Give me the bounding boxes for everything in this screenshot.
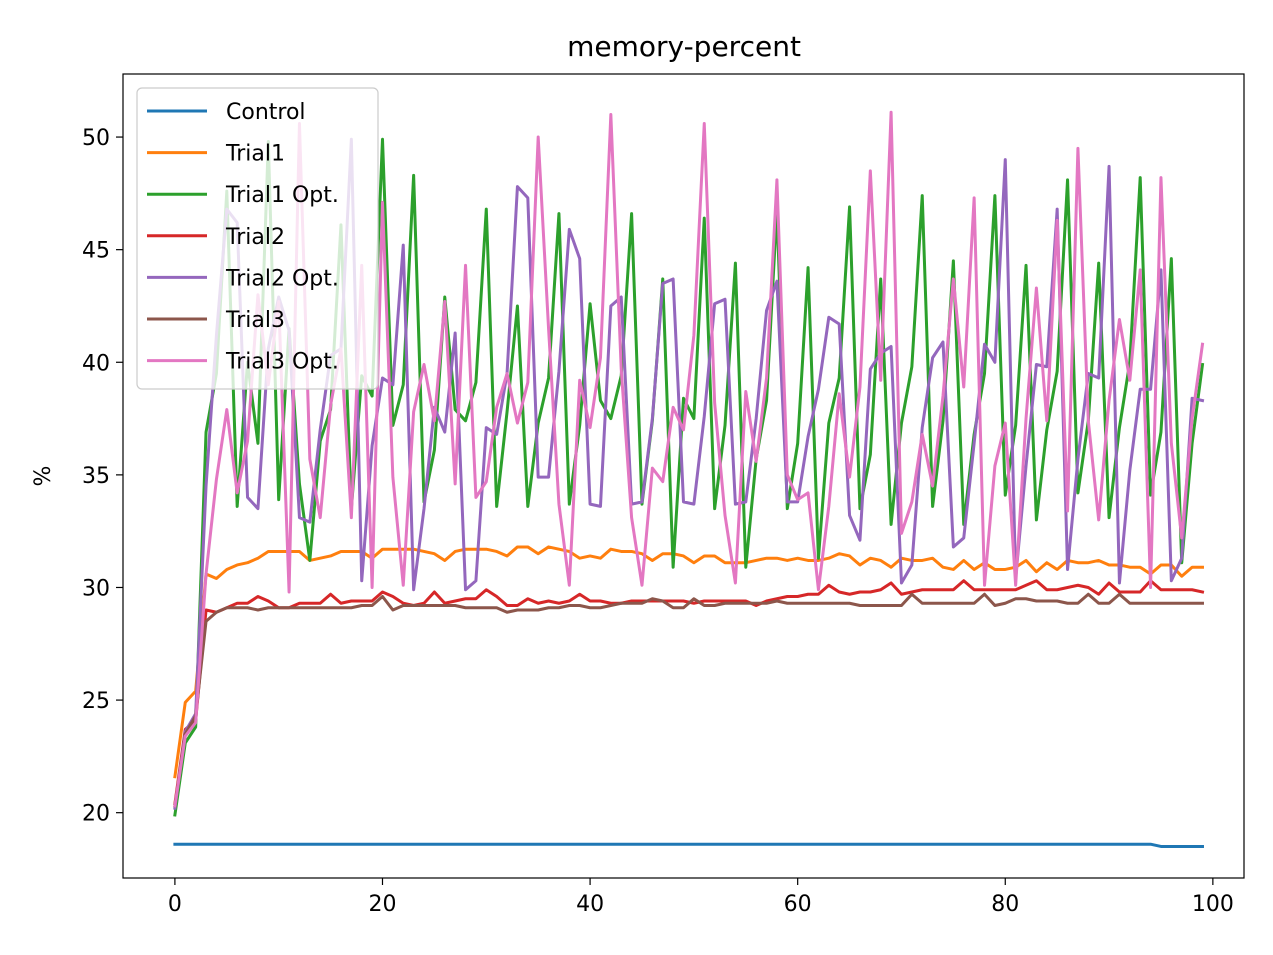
chart-title: memory-percent	[567, 30, 801, 63]
y-tick-label: 20	[82, 802, 110, 827]
y-tick-label: 50	[82, 126, 110, 151]
legend-label: Trial2	[225, 225, 285, 250]
series-line-trial1	[173, 545, 1204, 779]
x-tick-label: 60	[784, 892, 812, 917]
legend-label: Trial1	[225, 142, 285, 167]
y-tick-label: 30	[82, 576, 110, 601]
plot-frame	[122, 73, 1245, 879]
y-tick-label: 45	[82, 239, 110, 264]
y-tick-label: 35	[82, 464, 110, 489]
legend-label: Trial2 Opt.	[225, 266, 339, 291]
x-tick-label: 40	[576, 892, 604, 917]
legend-label: Control	[226, 100, 306, 125]
y-tick-label: 25	[82, 689, 110, 714]
x-tick-label: 80	[991, 892, 1019, 917]
legend-label: Trial3 Opt.	[225, 350, 339, 375]
x-tick-label: 20	[368, 892, 396, 917]
series-line-control	[173, 842, 1204, 848]
x-tick-label: 0	[168, 892, 182, 917]
legend-box	[136, 87, 379, 390]
y-tick-label: 40	[82, 351, 110, 376]
legend: Control Trial1 Trial1 Opt. Trial2 Trial2 Opt…	[136, 87, 379, 390]
tick-layer: 0 20 40 60 80 100 20 25 30 35 40 45 50	[82, 126, 1234, 917]
x-tick-label: 100	[1192, 892, 1234, 917]
series-line-trial3-opt	[173, 110, 1205, 808]
legend-label: Trial3	[225, 308, 285, 333]
y-axis-label: %	[31, 466, 56, 487]
legend-label: Trial1 Opt.	[225, 183, 339, 208]
series-line-trial3	[173, 592, 1204, 808]
